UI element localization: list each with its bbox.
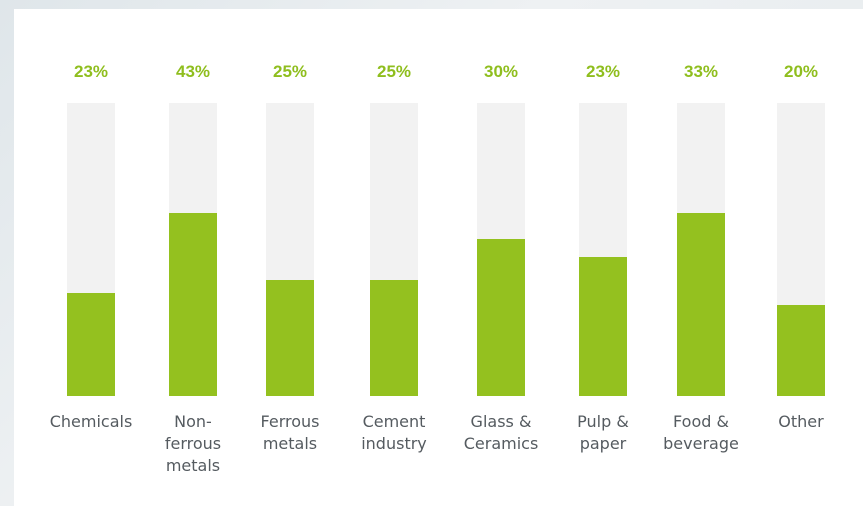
bar (579, 257, 627, 396)
value-label: 20% (783, 62, 819, 81)
value-label: 33% (683, 62, 719, 81)
bar (477, 239, 525, 396)
category-label: Cement industry (361, 412, 427, 453)
value-label: 25% (272, 62, 308, 81)
bar (370, 280, 418, 396)
category-label: Non- ferrous metals (164, 412, 222, 475)
value-label: 23% (73, 62, 109, 81)
bar (266, 280, 314, 396)
bar (677, 213, 725, 396)
category-label: Ferrous metals (260, 412, 320, 453)
bar (777, 305, 825, 396)
category-label: Food & beverage (663, 412, 739, 453)
bar (67, 293, 115, 396)
value-label: 25% (376, 62, 412, 81)
category-label: Other (778, 412, 824, 431)
category-label: Glass & Ceramics (463, 412, 539, 453)
value-label: 43% (175, 62, 211, 81)
category-label: Pulp & paper (577, 412, 629, 453)
value-label: 30% (483, 62, 519, 81)
value-label: 23% (585, 62, 621, 81)
category-label: Chemicals (49, 412, 133, 431)
bar (169, 213, 217, 396)
